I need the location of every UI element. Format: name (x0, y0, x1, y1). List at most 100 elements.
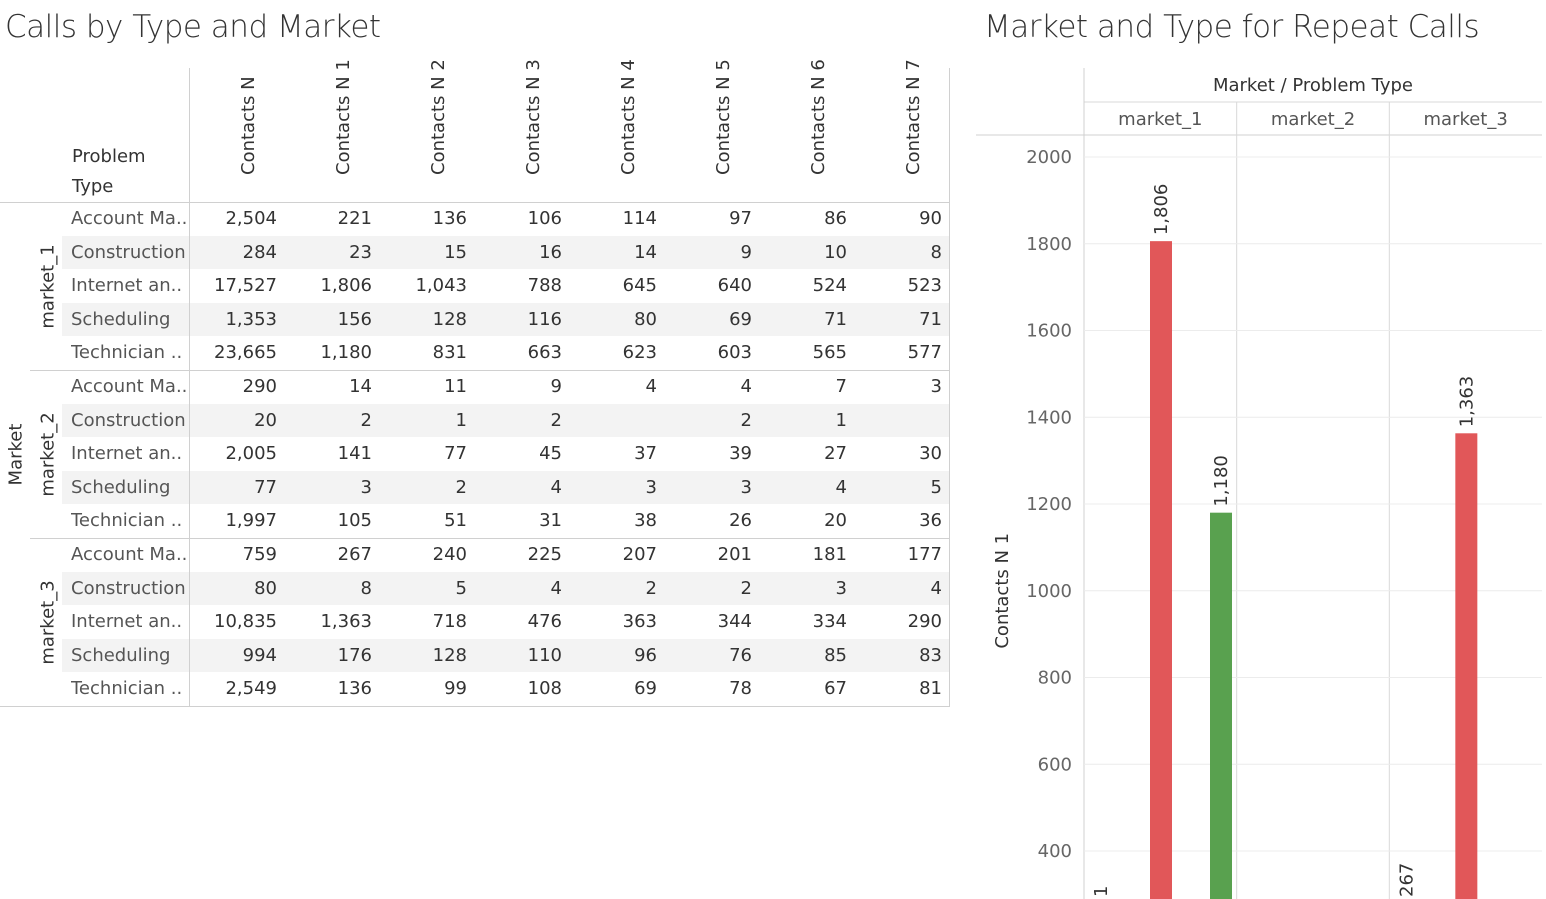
value-cell: 128 (432, 308, 467, 330)
value-cell: 45 (539, 443, 562, 465)
value-cell: 4 (740, 376, 752, 397)
y-tick-label: 2000 (1026, 147, 1072, 168)
value-cell: 69 (634, 678, 657, 700)
value-cell: 3 (835, 577, 847, 599)
market-group-label: market_3 (37, 579, 59, 665)
group-divider (30, 538, 950, 539)
value-cell: 1 (835, 409, 847, 431)
y-tick-label: 1400 (1026, 407, 1072, 428)
bar-data-label: 1,806 (1151, 184, 1172, 236)
value-cell: 4 (930, 577, 942, 599)
value-cell: 20 (824, 510, 847, 532)
value-cell: 8 (360, 577, 372, 599)
column-header: Contacts N 6 (760, 59, 855, 202)
value-cell: 4 (550, 577, 562, 599)
value-cell: 5 (455, 577, 467, 599)
value-cell: 181 (812, 544, 847, 565)
value-cell: 16 (539, 241, 562, 263)
y-tick-label: 1800 (1026, 234, 1072, 255)
value-cell: 5 (930, 476, 942, 498)
corner-label: Type (72, 176, 114, 197)
value-cell: 69 (729, 308, 752, 330)
problem-type-cell: Construction (71, 577, 186, 599)
value-cell: 640 (717, 275, 752, 297)
value-cell: 363 (622, 611, 657, 633)
value-cell: 344 (717, 611, 752, 633)
value-cell: 1,363 (320, 611, 372, 633)
value-cell: 27 (824, 443, 847, 465)
problem-type-cell: Internet an.. (71, 611, 183, 633)
problem-type-cell: Scheduling (71, 476, 171, 498)
value-cell: 225 (527, 544, 562, 565)
y-tick-label: 800 (1038, 668, 1072, 689)
value-cell: 136 (432, 208, 467, 229)
value-cell: 9 (550, 376, 562, 397)
column-header: Contacts N 7 (855, 59, 950, 202)
bar-chart-svg: Market / Problem Type market_1 market_2 mar… (976, 68, 1542, 899)
value-cell: 177 (907, 544, 942, 565)
problem-type-cell: Scheduling (71, 644, 171, 666)
value-cell: 11 (444, 376, 467, 397)
value-cell: 240 (432, 544, 467, 565)
corner-label: Problem (72, 146, 146, 167)
value-cell: 99 (444, 678, 467, 700)
row-band (62, 470, 950, 504)
bar-data-label: 1 (1091, 886, 1112, 897)
problem-type-cell: Technician .. (71, 678, 183, 700)
value-cell: 2 (360, 409, 372, 431)
row-band (62, 235, 950, 269)
value-cell: 15 (444, 241, 467, 263)
problem-type-cell: Technician .. (71, 510, 183, 532)
value-cell: 71 (919, 308, 942, 330)
problem-type-cell: Construction (71, 409, 186, 431)
value-cell: 2 (550, 409, 562, 431)
value-cell: 85 (824, 644, 847, 666)
bar-data-label: 1,180 (1211, 455, 1232, 507)
row-band (62, 302, 950, 336)
value-cell: 788 (527, 275, 562, 297)
value-cell: 26 (729, 510, 752, 532)
value-cell: 128 (432, 644, 467, 666)
value-cell (855, 404, 950, 437)
value-cell: 67 (824, 678, 847, 700)
pane-header-title: Market / Problem Type (1213, 75, 1413, 96)
value-cell: 3 (645, 476, 657, 498)
row-band (62, 571, 950, 605)
pane-label: market_2 (1271, 109, 1355, 130)
chart-title: Market and Type for Repeat Calls (984, 9, 1480, 45)
value-cell: 290 (242, 376, 277, 397)
value-cell: 108 (527, 678, 562, 700)
bar (1210, 512, 1232, 899)
value-cell: 80 (254, 577, 277, 599)
column-header: Contacts N 3 (475, 59, 570, 202)
problem-type-cell: Technician .. (71, 342, 183, 364)
value-cell: 4 (835, 476, 847, 498)
value-cell: 523 (907, 275, 942, 297)
value-cell: 577 (907, 342, 942, 364)
value-cell: 524 (812, 275, 847, 297)
value-cell: 10,835 (214, 611, 277, 633)
value-cell: 110 (527, 644, 562, 666)
value-cell: 2 (740, 409, 752, 431)
column-header-label: Contacts N (237, 76, 259, 175)
value-cell: 23 (349, 241, 372, 263)
header-divider (0, 202, 950, 203)
problem-type-cell: Construction (71, 241, 186, 263)
row-header-divider (189, 68, 190, 706)
problem-type-cell: Account Ma.. (71, 544, 187, 565)
value-cell: 3 (930, 376, 942, 397)
value-cell: 3 (360, 476, 372, 498)
group-divider (30, 370, 950, 371)
pane-label: market_1 (1118, 109, 1202, 130)
y-tick-label: 1200 (1026, 494, 1072, 515)
value-cell: 1,997 (225, 510, 277, 532)
value-cell: 81 (919, 678, 942, 700)
row-band (62, 403, 950, 437)
column-header-label: Contacts N 7 (902, 59, 924, 175)
column-header: Contacts N (190, 68, 285, 202)
value-cell: 994 (242, 644, 277, 666)
value-cell: 201 (717, 544, 752, 565)
value-cell: 77 (254, 476, 277, 498)
problem-type-cell: Account Ma.. (71, 208, 187, 229)
value-cell: 8 (930, 241, 942, 263)
